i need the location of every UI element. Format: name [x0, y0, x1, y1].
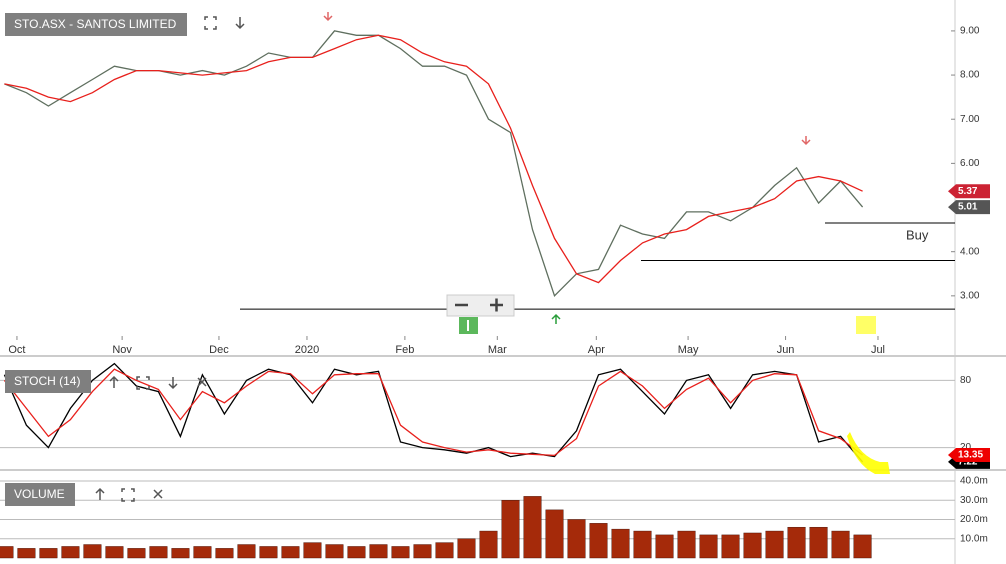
volume-bar	[325, 544, 344, 559]
volume-bar	[127, 548, 146, 559]
volume-bar	[633, 530, 652, 559]
x-tick-label: Jul	[871, 344, 885, 356]
volume-bar	[39, 548, 58, 559]
volume-bar	[61, 546, 80, 559]
volume-bar	[193, 546, 212, 559]
x-tick-label: Nov	[112, 344, 132, 356]
y-tick-label: 6.00	[960, 158, 980, 169]
zoom-icons[interactable]	[455, 298, 503, 312]
volume-bar	[281, 546, 300, 559]
volume-bar	[413, 544, 432, 559]
y-tick-label: 30.0m	[960, 495, 988, 506]
price-tag	[948, 448, 990, 463]
x-tick-label: 2020	[295, 344, 319, 356]
toolbar-icons[interactable]	[95, 16, 245, 502]
price-tag-label: 5.01	[958, 202, 978, 213]
volume-title: VOLUME	[14, 487, 65, 501]
y-tick-label: 40.0m	[960, 476, 988, 487]
x-tick-label: Mar	[488, 344, 507, 356]
volume-bar	[589, 523, 608, 559]
volume-bar	[743, 532, 762, 559]
volume-box[interactable]	[5, 483, 75, 506]
volume-bar	[809, 526, 828, 559]
y-tick-label: 20.0m	[960, 514, 988, 525]
volume-bar	[149, 546, 168, 559]
x-tick-label: Jun	[777, 344, 795, 356]
y-tick-label: 4.00	[960, 246, 980, 257]
sell-arrow	[323, 12, 811, 146]
price-tag-label: 13.35	[958, 450, 983, 461]
volume-bar	[611, 528, 630, 559]
price-tag	[948, 184, 990, 199]
volume-bar	[369, 544, 388, 559]
volume-bar	[721, 534, 740, 559]
y-tick-label: 9.00	[960, 26, 980, 37]
volume-bar	[171, 548, 190, 559]
stoch-title: STOCH (14)	[14, 374, 80, 388]
volume-bar	[259, 546, 278, 559]
y-tick-label: 3.00	[960, 290, 980, 301]
highlight-scribble	[847, 432, 890, 474]
y-tick-label: 80	[960, 375, 972, 386]
x-tick-label: May	[678, 344, 699, 356]
y-tick-label: 20	[960, 442, 972, 453]
volume-bar	[435, 542, 454, 559]
x-tick-label: Oct	[8, 344, 25, 356]
x-tick-label: Apr	[588, 344, 605, 356]
volume-bar	[303, 542, 322, 559]
volume-bar	[501, 500, 520, 559]
volume-bar	[545, 509, 564, 559]
volume-bar	[831, 530, 850, 559]
y-tick-label: 7.00	[960, 114, 980, 125]
y-tick-label: 10.0m	[960, 533, 988, 544]
series-line	[3, 368, 863, 457]
annotation: Buy	[906, 227, 929, 242]
volume-bar	[215, 548, 234, 559]
price-tag	[948, 200, 990, 215]
volume-bar	[655, 534, 674, 559]
stoch-box[interactable]	[5, 370, 91, 393]
volume-bar	[787, 526, 806, 559]
volume-bar	[457, 538, 476, 559]
volume-bar	[237, 544, 256, 559]
volume-bar	[17, 548, 36, 559]
x-tick-label: Feb	[395, 344, 414, 356]
series-line	[4, 34, 863, 284]
edit-button[interactable]	[856, 316, 876, 334]
volume-bar	[765, 530, 784, 559]
volume-bar	[347, 546, 366, 559]
event-marker-glyph	[467, 320, 469, 331]
volume-bar	[699, 534, 718, 559]
volume-bar	[853, 534, 872, 559]
price-tag-label: 7.22	[958, 457, 978, 468]
chart-title: STO.ASX - SANTOS LIMITED	[14, 17, 177, 31]
volume-bar	[523, 496, 542, 559]
volume-bar	[105, 546, 124, 559]
y-tick-label: 8.00	[960, 70, 980, 81]
volume-bar	[567, 519, 586, 559]
plot-layer: 3.004.005.006.007.008.009.00OctNovDec202…	[0, 26, 990, 559]
volume-bar	[391, 546, 410, 559]
title-box[interactable]	[5, 13, 187, 36]
volume-bar	[677, 530, 696, 559]
volume-bar	[0, 546, 14, 559]
volume-bar	[479, 530, 498, 559]
price-tag-label: 5.37	[958, 186, 978, 197]
x-tick-label: Dec	[209, 344, 229, 356]
volume-bar	[83, 544, 102, 559]
buy-arrow	[551, 313, 561, 324]
